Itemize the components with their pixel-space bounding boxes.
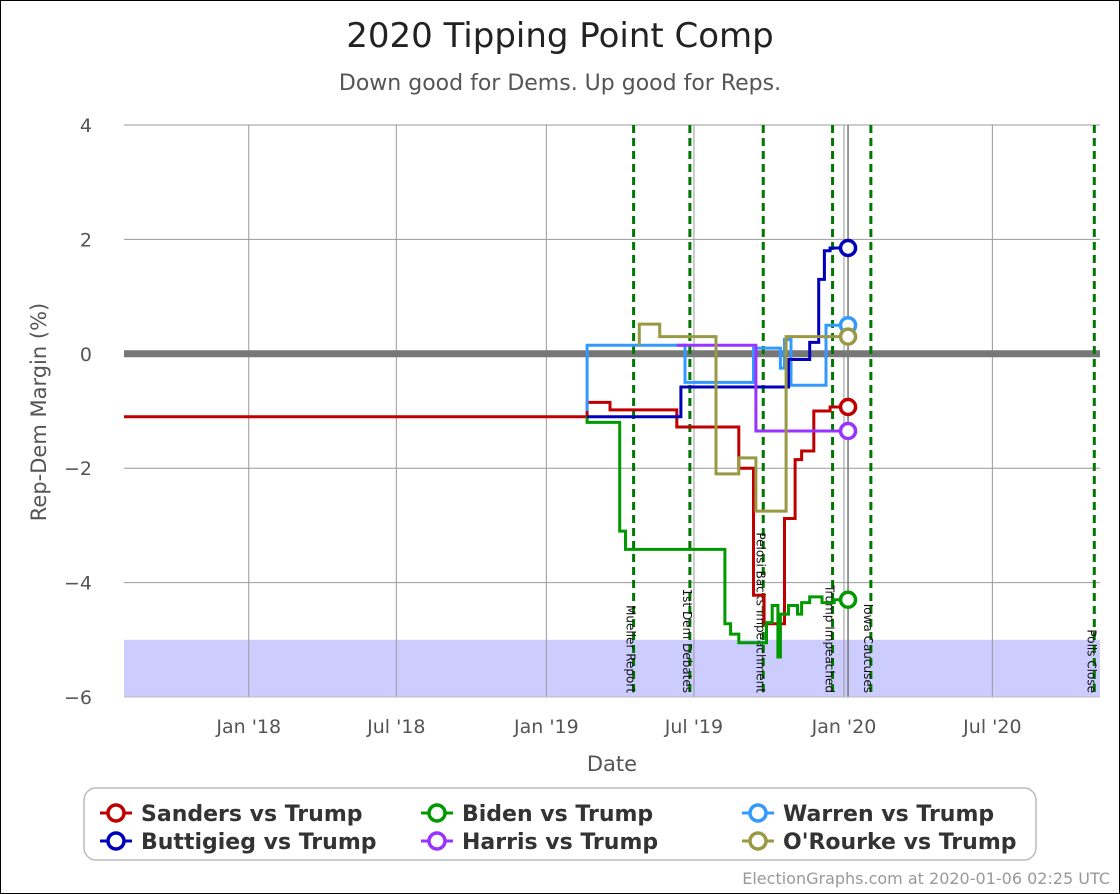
event-label: Pelosi Backs Impeachment bbox=[753, 532, 767, 693]
legend-label: Biden vs Trump bbox=[462, 802, 653, 827]
series-line bbox=[585, 416, 849, 659]
legend-swatch-marker bbox=[106, 831, 126, 851]
event-label: 1st Dem Debates bbox=[680, 589, 694, 693]
series-line bbox=[124, 400, 849, 626]
y-axis-label: Rep-Dem Margin (%) bbox=[27, 303, 51, 521]
x-tick-label: Jan '20 bbox=[811, 716, 877, 738]
x-axis-label: Date bbox=[587, 752, 637, 776]
x-tick-label: Jul '18 bbox=[366, 716, 425, 738]
legend-swatch-marker bbox=[427, 831, 447, 851]
credit-text: ElectionGraphs.com at 2020-01-06 02:25 U… bbox=[742, 869, 1110, 888]
series-line bbox=[587, 246, 849, 419]
series-endpoint bbox=[838, 590, 858, 610]
event-label: Trump Impeached bbox=[823, 584, 837, 693]
legend-box bbox=[83, 787, 1037, 861]
y-tick-label: −6 bbox=[64, 687, 92, 709]
legend-label: Buttigieg vs Trump bbox=[141, 830, 377, 855]
legend: Sanders vs Trump Biden vs Trump Warren vs … bbox=[100, 802, 1017, 855]
series-endpoint bbox=[838, 238, 858, 258]
series-line bbox=[585, 323, 849, 411]
chart-title: 2020 Tipping Point Comp bbox=[346, 16, 774, 56]
event-label: Iowa Caucuses bbox=[861, 604, 875, 693]
legend-label: O'Rourke vs Trump bbox=[783, 830, 1017, 855]
series-endpoint bbox=[838, 327, 858, 346]
legend-swatch-marker bbox=[748, 803, 768, 823]
y-tick-label: −4 bbox=[64, 573, 92, 595]
series-line bbox=[637, 322, 849, 513]
y-tick-label: 4 bbox=[80, 115, 92, 137]
legend-label: Harris vs Trump bbox=[462, 830, 658, 855]
legend-swatch-marker bbox=[427, 803, 447, 823]
event-label: Mueller Report bbox=[624, 605, 638, 693]
legend-swatch-marker bbox=[106, 803, 126, 823]
x-tick-label: Jan '18 bbox=[215, 716, 281, 738]
series-endpoint bbox=[838, 397, 858, 417]
shaded-band bbox=[124, 639, 1100, 697]
legend-swatch-marker bbox=[748, 831, 768, 851]
chart-subtitle: Down good for Dems. Up good for Reps. bbox=[339, 71, 781, 96]
plot-area: 4 2 0 −2 −4 −6 Jan '18 Jul '18 Jan '19 Jul '19 Jan… bbox=[64, 115, 1100, 738]
legend-label: Sanders vs Trump bbox=[141, 802, 363, 827]
series-endpoint bbox=[838, 421, 858, 441]
y-tick-label: −2 bbox=[64, 458, 92, 480]
x-tick-label: Jul '19 bbox=[664, 716, 723, 738]
x-tick-label: Jul '20 bbox=[962, 716, 1021, 738]
y-tick-label: 2 bbox=[80, 229, 92, 251]
legend-label: Warren vs Trump bbox=[783, 802, 994, 827]
x-tick-label: Jan '19 bbox=[513, 716, 579, 738]
event-label: Polls Close bbox=[1084, 629, 1098, 693]
y-tick-label: 0 bbox=[80, 344, 92, 366]
